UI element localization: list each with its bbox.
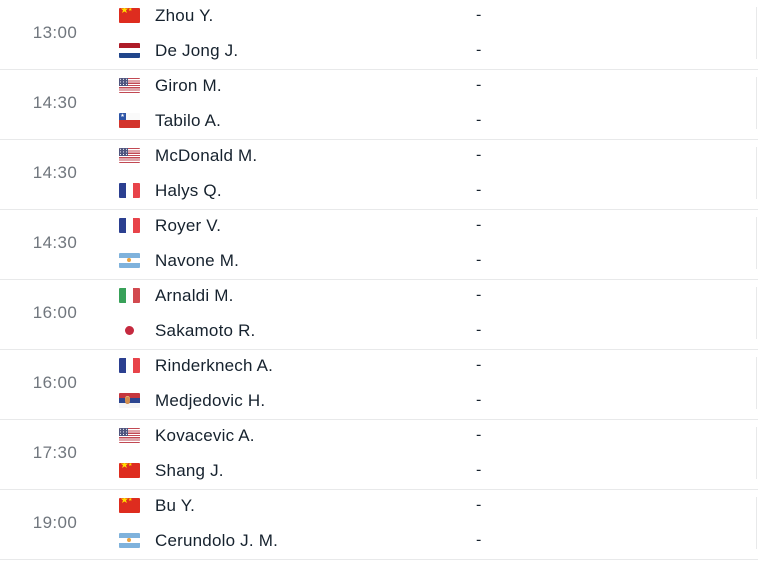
player-row-away: Navone M. - [110,243,758,278]
row-right-divider [756,147,757,199]
flag-italy-icon [119,288,140,303]
player-row-home: Rinderknech A. - [110,348,758,383]
player-row-away: Sakamoto R. - [110,313,758,348]
player-row-home: McDonald M. - [110,138,758,173]
player-name: Giron M. [155,75,222,95]
player-row-away: Halys Q. - [110,173,758,208]
score-placeholder: - [476,531,482,549]
player-name: Navone M. [155,250,240,270]
player-name: Rinderknech A. [155,355,274,375]
score-placeholder: - [476,146,482,164]
score-placeholder: - [476,41,482,59]
flag-usa-icon [119,78,140,93]
flag-netherlands-icon [119,43,140,58]
player-row-away: Shang J. - [110,453,758,488]
score-placeholder: - [476,321,482,339]
player-name: Medjedovic H. [155,390,266,410]
flag-usa-icon [119,148,140,163]
player-name: Zhou Y. [155,5,214,25]
row-right-divider [756,497,757,549]
flag-china-icon [119,8,140,23]
match-time: 17:30 [32,443,78,462]
player-row-home: Giron M. - [110,68,758,103]
player-row-home: Kovacevic A. - [110,418,758,453]
row-right-divider [756,287,757,339]
match-time: 14:30 [32,163,78,182]
player-row-away: De Jong J. - [110,33,758,68]
score-placeholder: - [476,216,482,234]
flag-france-icon [119,218,140,233]
player-name: Cerundolo J. M. [155,530,278,550]
flag-japan-icon [119,323,140,338]
flag-argentina-icon [119,533,140,548]
player-row-away: Tabilo A. - [110,103,758,138]
player-name: McDonald M. [155,145,258,165]
match-row[interactable]: 19:00 Bu Y. - Cerundolo J. M. - [0,490,758,560]
flag-china-icon [119,498,140,513]
flag-china-icon [119,463,140,478]
flag-usa-icon [119,428,140,443]
row-right-divider [756,357,757,409]
match-row[interactable]: 16:00 Arnaldi M. - Sakamoto R. - [0,280,758,350]
score-placeholder: - [476,426,482,444]
player-row-home: Zhou Y. - [110,0,758,33]
score-placeholder: - [476,251,482,269]
flag-argentina-icon [119,253,140,268]
match-row[interactable]: 17:30 Kovacevic A. - Shang J. - [0,420,758,490]
score-placeholder: - [476,111,482,129]
score-placeholder: - [476,181,482,199]
player-name: Sakamoto R. [155,320,256,340]
match-time: 16:00 [32,303,78,322]
player-name: Tabilo A. [155,110,222,130]
score-placeholder: - [476,356,482,374]
row-right-divider [756,77,757,129]
row-right-divider [756,7,757,59]
player-row-away: Cerundolo J. M. - [110,523,758,558]
match-time: 14:30 [32,233,78,252]
player-name: Kovacevic A. [155,425,255,445]
player-row-away: Medjedovic H. - [110,383,758,418]
match-row[interactable]: 13:00 Zhou Y. - De Jong J. - [0,0,758,70]
flag-france-icon [119,183,140,198]
match-row[interactable]: 16:00 Rinderknech A. - Medjedovic H. - [0,350,758,420]
row-right-divider [756,427,757,479]
player-name: De Jong J. [155,40,239,60]
score-placeholder: - [476,6,482,24]
player-name: Shang J. [155,460,224,480]
player-row-home: Royer V. - [110,208,758,243]
player-name: Bu Y. [155,495,196,515]
player-name: Royer V. [155,215,222,235]
score-placeholder: - [476,496,482,514]
match-time: 14:30 [32,93,78,112]
match-time: 13:00 [32,23,78,42]
player-name: Arnaldi M. [155,285,234,305]
score-placeholder: - [476,461,482,479]
match-row[interactable]: 14:30 McDonald M. - Halys Q. - [0,140,758,210]
score-placeholder: - [476,286,482,304]
flag-chile-icon [119,113,140,128]
row-right-divider [756,217,757,269]
player-row-home: Bu Y. - [110,488,758,523]
flag-serbia-icon [119,393,140,408]
score-placeholder: - [476,76,482,94]
player-name: Halys Q. [155,180,222,200]
score-placeholder: - [476,391,482,409]
match-time: 16:00 [32,373,78,392]
match-time: 19:00 [32,513,78,532]
player-row-home: Arnaldi M. - [110,278,758,313]
match-row[interactable]: 14:30 Giron M. - Tabilo A. - [0,70,758,140]
match-row[interactable]: 14:30 Royer V. - Navone M. - [0,210,758,280]
flag-france-icon [119,358,140,373]
